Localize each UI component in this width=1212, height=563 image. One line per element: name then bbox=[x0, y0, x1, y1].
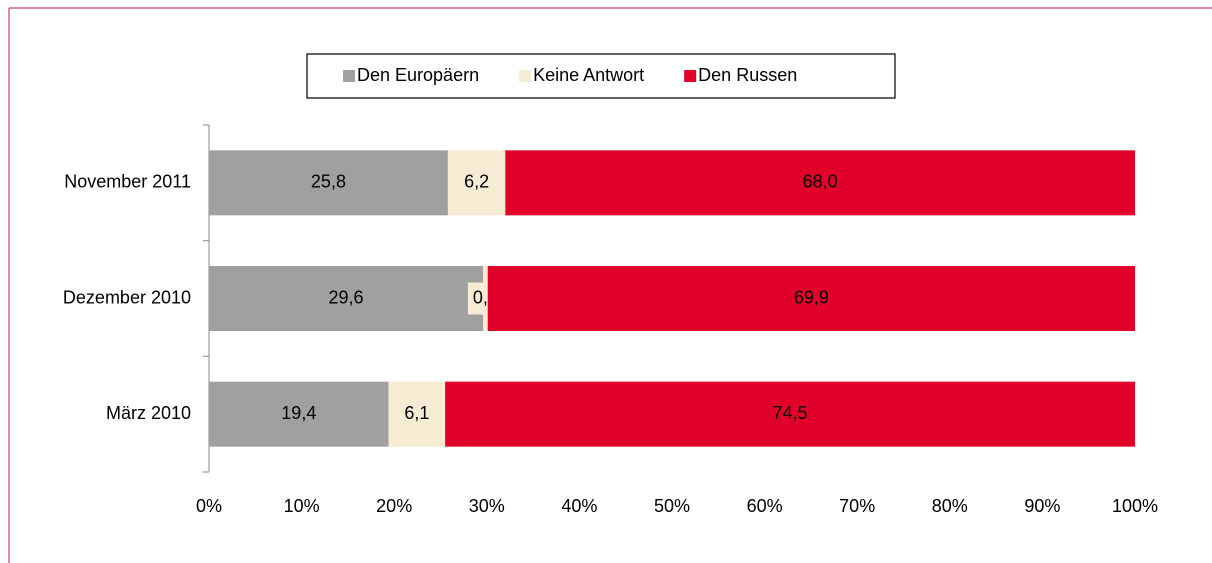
x-tick-label: 70% bbox=[839, 496, 875, 516]
value-label: 68,0 bbox=[803, 172, 838, 192]
bar-segment bbox=[505, 150, 1135, 216]
legend-label: Den Russen bbox=[698, 65, 797, 85]
legend-label: Den Europäern bbox=[357, 65, 479, 85]
value-label: 25,8 bbox=[311, 172, 346, 192]
legend-swatch bbox=[684, 70, 697, 82]
x-tick-label: 20% bbox=[376, 496, 412, 516]
category-label: März 2010 bbox=[106, 403, 191, 423]
bar-segment bbox=[209, 381, 389, 447]
x-tick-label: 40% bbox=[561, 496, 597, 516]
bar-segment bbox=[388, 381, 446, 447]
legend-swatch bbox=[343, 70, 355, 82]
x-tick-label: 10% bbox=[284, 496, 320, 516]
value-label: 6,2 bbox=[464, 172, 489, 192]
x-tick-label: 80% bbox=[932, 496, 968, 516]
value-label: 29,6 bbox=[329, 287, 364, 307]
x-tick-label: 50% bbox=[654, 496, 690, 516]
value-label: 69,9 bbox=[794, 287, 829, 307]
value-label: 19,4 bbox=[281, 403, 316, 423]
value-label: 74,5 bbox=[773, 403, 808, 423]
x-tick-label: 100% bbox=[1112, 496, 1158, 516]
x-tick-label: 90% bbox=[1024, 496, 1060, 516]
legend-swatch bbox=[519, 70, 532, 82]
bar-segment bbox=[447, 150, 506, 216]
x-tick-label: 30% bbox=[469, 496, 505, 516]
legend-box bbox=[306, 53, 896, 99]
value-label: 6,1 bbox=[404, 403, 429, 423]
x-tick-label: 0% bbox=[196, 496, 222, 516]
bar-segment bbox=[445, 381, 1135, 447]
bar-segment bbox=[209, 266, 484, 331]
bar-segment bbox=[487, 266, 1135, 331]
x-tick-label: 60% bbox=[747, 496, 783, 516]
legend-label: Keine Antwort bbox=[533, 65, 644, 85]
category-label: November 2011 bbox=[64, 172, 191, 192]
bar-segment bbox=[209, 150, 448, 216]
category-label: Dezember 2010 bbox=[63, 287, 191, 307]
